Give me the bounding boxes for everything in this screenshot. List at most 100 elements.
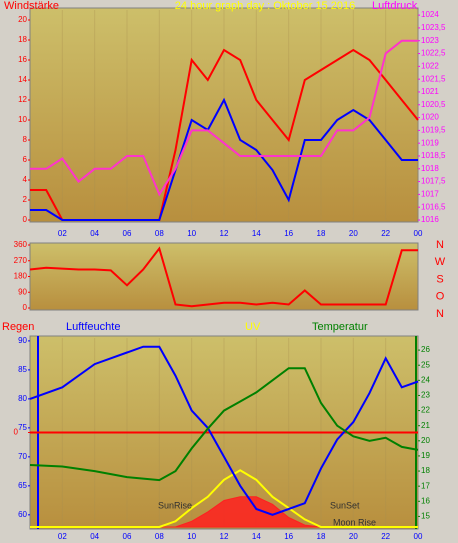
- direction-label: N: [436, 239, 444, 251]
- x-tick-label: 18: [317, 229, 326, 238]
- annotation: Moon Rise: [333, 517, 376, 527]
- x-tick-label: 00: [414, 532, 423, 541]
- y-tick-label: 12: [18, 95, 27, 104]
- y-tick-label: 65: [18, 481, 27, 490]
- annotation: SunSet: [330, 500, 360, 510]
- y2-tick-label: 1017: [421, 189, 439, 198]
- y-tick-label: 18: [18, 35, 27, 44]
- x-tick-label: 06: [123, 532, 132, 541]
- y2-tick-label: 26: [421, 345, 430, 354]
- y-tick-label: 360: [14, 240, 28, 249]
- y-tick-label: 85: [18, 365, 27, 374]
- x-tick-label: 10: [187, 532, 196, 541]
- y2-tick-label: 21: [421, 421, 430, 430]
- line: [30, 39, 418, 197]
- x-tick-label: 12: [220, 229, 229, 238]
- y2-tick-label: 1021,5: [421, 74, 446, 83]
- y2-tick-label: 17: [421, 481, 430, 490]
- y2-tick-label: 20: [421, 436, 430, 445]
- y2-tick-label: 1016: [421, 215, 439, 224]
- y-tick-label: 14: [18, 75, 27, 84]
- x-tick-label: 20: [349, 532, 358, 541]
- y2-tick-label: 18: [421, 466, 430, 475]
- y-tick-label: 2: [23, 195, 28, 204]
- y2-tick-label: 1021: [421, 87, 439, 96]
- y2-tick-label: 1023,5: [421, 23, 446, 32]
- series-label: Regen: [2, 321, 34, 333]
- y-tick-label: 80: [18, 394, 27, 403]
- y2-tick-label: 24: [421, 375, 430, 384]
- x-tick-label: 16: [284, 532, 293, 541]
- y-tick-label: 270: [14, 256, 28, 265]
- series-label: UV: [245, 321, 261, 333]
- x-tick-label: 18: [317, 532, 326, 541]
- y2-tick-label: 1022,5: [421, 49, 446, 58]
- y2-tick-label: 1018: [421, 164, 439, 173]
- y2-tick-label: 1019,5: [421, 125, 446, 134]
- x-tick-label: 14: [252, 229, 261, 238]
- series-label: Temperatur: [312, 321, 368, 333]
- y-tick-label: 10: [18, 115, 27, 124]
- x-tick-label: 10: [187, 229, 196, 238]
- x-tick-label: 12: [220, 532, 229, 541]
- y3-tick-label: 0: [14, 428, 19, 437]
- y2-tick-label: 1017,5: [421, 177, 446, 186]
- plot-area: [29, 7, 419, 223]
- y2-tick-label: 1024: [421, 10, 439, 19]
- direction-label: N: [436, 308, 444, 320]
- line: [29, 246, 418, 308]
- x-tick-label: 20: [349, 229, 358, 238]
- x-tick-label: 04: [90, 229, 99, 238]
- y-tick-label: 90: [18, 287, 27, 296]
- series-label: Luftfeuchte: [66, 321, 120, 333]
- y2-tick-label: 16: [421, 496, 430, 505]
- x-tick-label: 00: [414, 229, 423, 238]
- y2-tick-label: 19: [421, 451, 430, 460]
- y2-tick-label: 22: [421, 406, 430, 415]
- line: [29, 345, 419, 516]
- x-tick-label: 08: [155, 532, 164, 541]
- x-tick-label: 08: [155, 229, 164, 238]
- y2-tick-label: 1020,5: [421, 100, 446, 109]
- direction-label: O: [436, 291, 445, 303]
- line: [30, 97, 418, 221]
- chart-title: 24 hour graph day : Oktober 15 2016: [175, 0, 355, 12]
- direction-label: W: [435, 256, 446, 268]
- y-tick-label: 4: [23, 175, 28, 184]
- y2-tick-label: 1019: [421, 138, 439, 147]
- x-tick-label: 22: [381, 532, 390, 541]
- x-tick-label: 14: [252, 532, 261, 541]
- y2-tick-label: 15: [421, 512, 430, 521]
- x-tick-label: 06: [123, 229, 132, 238]
- y-axis-label: Windstärke: [4, 0, 59, 12]
- x-tick-label: 02: [58, 532, 67, 541]
- y-tick-label: 8: [23, 135, 28, 144]
- plot-area: [29, 242, 419, 311]
- x-tick-label: 02: [58, 229, 67, 238]
- y2-tick-label: 1023: [421, 36, 439, 45]
- y-tick-label: 75: [18, 423, 27, 432]
- y2-tick-label: 23: [421, 391, 430, 400]
- x-tick-label: 04: [90, 532, 99, 541]
- direction-label: S: [436, 273, 443, 285]
- y-tick-label: 0: [23, 215, 28, 224]
- line: [29, 367, 419, 482]
- y2-tick-label: 1018,5: [421, 151, 446, 160]
- y-tick-label: 0: [23, 303, 28, 312]
- y-tick-label: 70: [18, 452, 27, 461]
- y2-tick-label: 1020: [421, 113, 439, 122]
- y-tick-label: 6: [23, 155, 28, 164]
- line: [30, 469, 418, 528]
- y-tick-label: 60: [18, 510, 27, 519]
- y-tick-label: 20: [18, 15, 27, 24]
- y2-tick-label: 1022: [421, 61, 439, 70]
- x-tick-label: 22: [381, 229, 390, 238]
- y-tick-label: 90: [18, 336, 27, 345]
- annotation: SunRise: [158, 500, 192, 510]
- y2-tick-label: 25: [421, 360, 430, 369]
- x-tick-label: 16: [284, 229, 293, 238]
- y2-tick-label: 1016,5: [421, 202, 446, 211]
- y-tick-label: 16: [18, 55, 27, 64]
